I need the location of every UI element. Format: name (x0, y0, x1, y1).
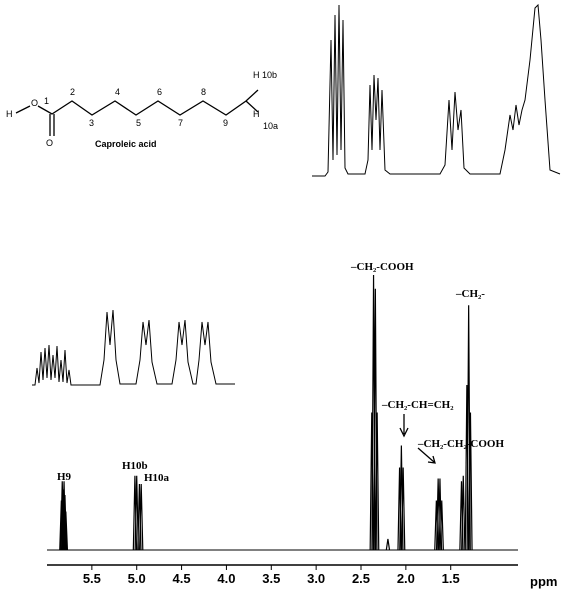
x-tick-label: 1.5 (442, 571, 460, 586)
atom-label: H (253, 70, 260, 80)
atom-label: 9 (223, 118, 228, 128)
arrow-2-05 (399, 414, 409, 438)
x-tick-label: 4.0 (217, 571, 235, 586)
peak (134, 475, 139, 551)
molecule-bonds (15, 89, 259, 136)
peak (461, 475, 466, 551)
peak (400, 467, 406, 551)
x-tick-label: 5.5 (83, 571, 101, 586)
atom-label: 3 (89, 118, 94, 128)
atom-label: H (253, 109, 260, 119)
atom-label: H (6, 109, 13, 119)
peak-annotation: H10b (122, 460, 148, 472)
peak (468, 412, 473, 551)
peak-annotation: –CH₂-COOH (350, 261, 414, 273)
atom-label: 10b (262, 70, 277, 80)
atom-label: O (31, 98, 38, 108)
peak (369, 412, 374, 551)
molecule-name: Caproleic acid (95, 139, 157, 149)
x-tick-label: 3.0 (307, 571, 325, 586)
x-tick-label: 3.5 (262, 571, 280, 586)
atom-label: 7 (178, 118, 183, 128)
peak (62, 494, 68, 551)
x-tick-label: 2.0 (397, 571, 415, 586)
peak-annotation: H10a (144, 472, 170, 484)
x-axis-label: ppm (530, 574, 557, 589)
atom-label: 8 (201, 87, 206, 97)
peak-annotation: H9 (57, 471, 72, 483)
atom-label: 2 (70, 87, 75, 97)
atom-label: 10a (263, 121, 278, 131)
atom-label: 5 (136, 118, 141, 128)
arrow-1-63 (417, 447, 436, 464)
inset-olefinic (32, 309, 235, 386)
x-tick-label: 2.5 (352, 571, 370, 586)
peak (63, 511, 69, 551)
x-tick-label: 4.5 (173, 571, 191, 586)
atom-label: 6 (157, 87, 162, 97)
peak (374, 412, 380, 551)
peak-annotation: –CH₂-CH=CH₂ (381, 399, 454, 411)
peak-annotation: –CH₂-CH₂-COOH (417, 438, 504, 450)
inset-aliphatic (312, 3, 561, 177)
atom-label: 1 (44, 96, 49, 106)
peak-annotation: –CH₂- (455, 288, 485, 300)
x-tick-label: 5.0 (128, 571, 146, 586)
peak (139, 483, 144, 551)
atom-label: 4 (115, 87, 120, 97)
peak (385, 538, 391, 551)
peak (439, 500, 444, 551)
atom-label: O (46, 138, 53, 148)
